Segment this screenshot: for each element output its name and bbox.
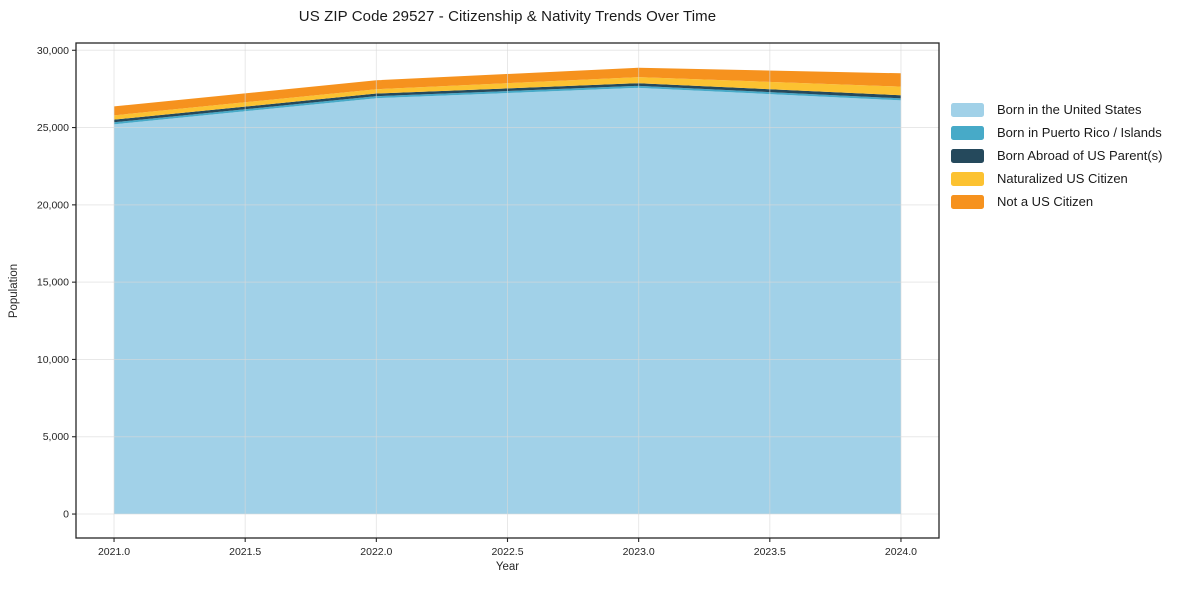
y-tick-label: 15,000 (37, 277, 69, 289)
legend-item-not-a-us-citizen: Not a US Citizen (951, 192, 1162, 211)
legend-label: Naturalized US Citizen (997, 171, 1128, 186)
x-tick-label: 2022.0 (360, 546, 392, 558)
legend-label: Not a US Citizen (997, 194, 1094, 209)
x-tick-label: 2021.5 (229, 546, 261, 558)
x-tick-label: 2024.0 (885, 546, 917, 558)
legend-label: Born in Puerto Rico / Islands (997, 125, 1162, 140)
y-tick-label: 25,000 (37, 122, 69, 134)
legend-label: Born Abroad of US Parent(s) (997, 148, 1163, 163)
legend-item-naturalized-us-citizen: Naturalized US Citizen (951, 169, 1162, 188)
legend-item-born-in-the-united-states: Born in the United States (951, 100, 1162, 119)
x-axis-label: Year (495, 561, 520, 573)
legend: Born in the United States Born in Puerto … (951, 100, 1162, 211)
chart-title: US ZIP Code 29527 - Citizenship & Nativi… (298, 8, 717, 25)
x-tick-label: 2021.0 (98, 546, 130, 558)
y-tick-label: 5,000 (43, 431, 69, 443)
x-tick-label: 2023.5 (754, 546, 786, 558)
y-axis-label: Population (8, 263, 20, 319)
legend-swatch (951, 148, 984, 163)
y-tick-label: 30,000 (37, 45, 69, 57)
y-tick-label: 0 (63, 509, 69, 521)
legend-swatch (951, 194, 984, 209)
y-tick-label: 20,000 (37, 199, 69, 211)
legend-swatch (951, 125, 984, 140)
x-tick-label: 2023.0 (623, 546, 655, 558)
legend-swatch (951, 171, 984, 186)
legend-swatch (951, 102, 984, 117)
y-tick-label: 10,000 (37, 354, 69, 366)
x-tick-label: 2022.5 (491, 546, 523, 558)
legend-item-born-in-puerto-rico-islands: Born in Puerto Rico / Islands (951, 123, 1162, 142)
legend-item-born-abroad-of-us-parent-s: Born Abroad of US Parent(s) (951, 146, 1162, 165)
legend-label: Born in the United States (997, 102, 1142, 117)
